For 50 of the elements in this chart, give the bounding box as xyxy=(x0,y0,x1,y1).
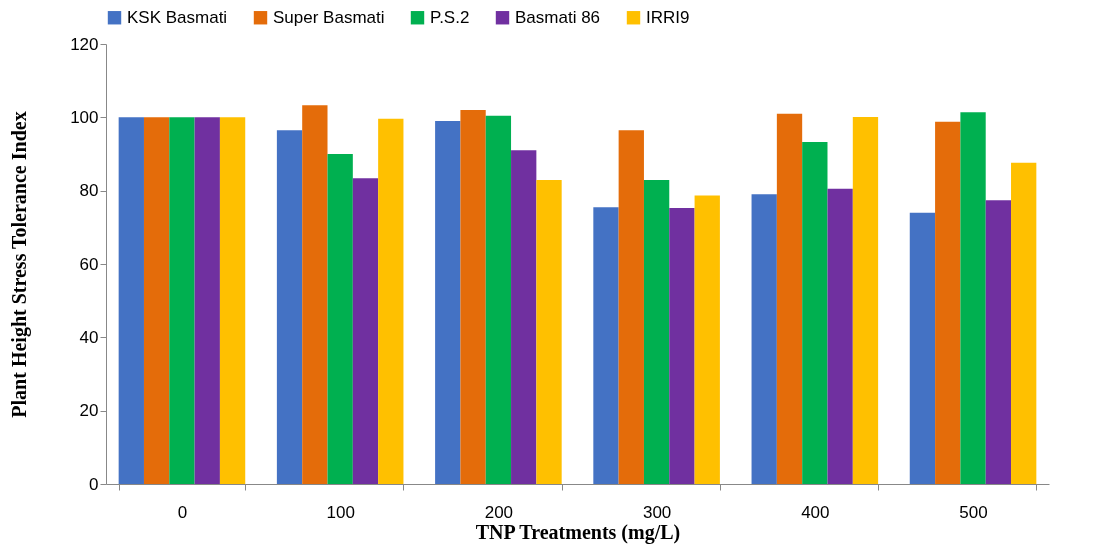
bar xyxy=(276,130,303,484)
bar xyxy=(143,117,170,484)
legend-label: IRRI9 xyxy=(646,7,690,27)
legend-label: KSK Basmati xyxy=(127,7,228,27)
y-tick-label: 0 xyxy=(89,474,99,494)
legend-label: Basmati 86 xyxy=(515,7,601,27)
x-tick-label: 100 xyxy=(326,502,355,522)
y-tick-label: 20 xyxy=(79,401,99,421)
legend-label: Super Basmati xyxy=(273,7,385,27)
bar xyxy=(485,115,512,484)
bar xyxy=(852,116,879,484)
bar xyxy=(460,110,486,484)
y-tick-label: 100 xyxy=(70,107,99,127)
bar xyxy=(985,200,1012,484)
bar xyxy=(435,121,461,484)
bar xyxy=(669,207,695,484)
bar xyxy=(827,188,853,484)
bar xyxy=(909,212,936,484)
y-tick-label: 40 xyxy=(79,327,99,347)
bar xyxy=(694,195,720,484)
y-tick-label: 60 xyxy=(79,254,99,274)
y-tick-label: 120 xyxy=(70,34,99,54)
bar xyxy=(302,105,328,484)
x-axis-title: TNP Treatments (mg/L) xyxy=(475,520,681,544)
bar xyxy=(1011,162,1037,484)
x-tick-label: 300 xyxy=(642,502,672,522)
bar xyxy=(536,180,562,484)
x-tick-label: 500 xyxy=(959,502,988,522)
bar xyxy=(511,150,537,484)
bar xyxy=(776,113,803,484)
bar xyxy=(618,130,644,484)
bar xyxy=(802,141,828,484)
bar xyxy=(935,121,961,484)
x-tick-label: 400 xyxy=(801,502,830,522)
bar xyxy=(169,117,195,484)
bar xyxy=(194,117,220,484)
bar xyxy=(751,194,777,484)
x-tick-label: 200 xyxy=(484,502,514,522)
bar xyxy=(219,117,246,484)
bar xyxy=(352,178,379,484)
y-tick-label: 80 xyxy=(79,181,99,201)
bar xyxy=(327,154,353,484)
bar xyxy=(960,112,986,484)
x-tick-label: 0 xyxy=(177,502,188,522)
bar xyxy=(378,118,404,484)
bar xyxy=(643,180,670,484)
legend-label: P.S.2 xyxy=(430,7,470,27)
y-axis-title: Plant Height Stress Tolerance Index xyxy=(8,111,32,418)
bar xyxy=(593,207,619,484)
bar xyxy=(118,117,144,484)
